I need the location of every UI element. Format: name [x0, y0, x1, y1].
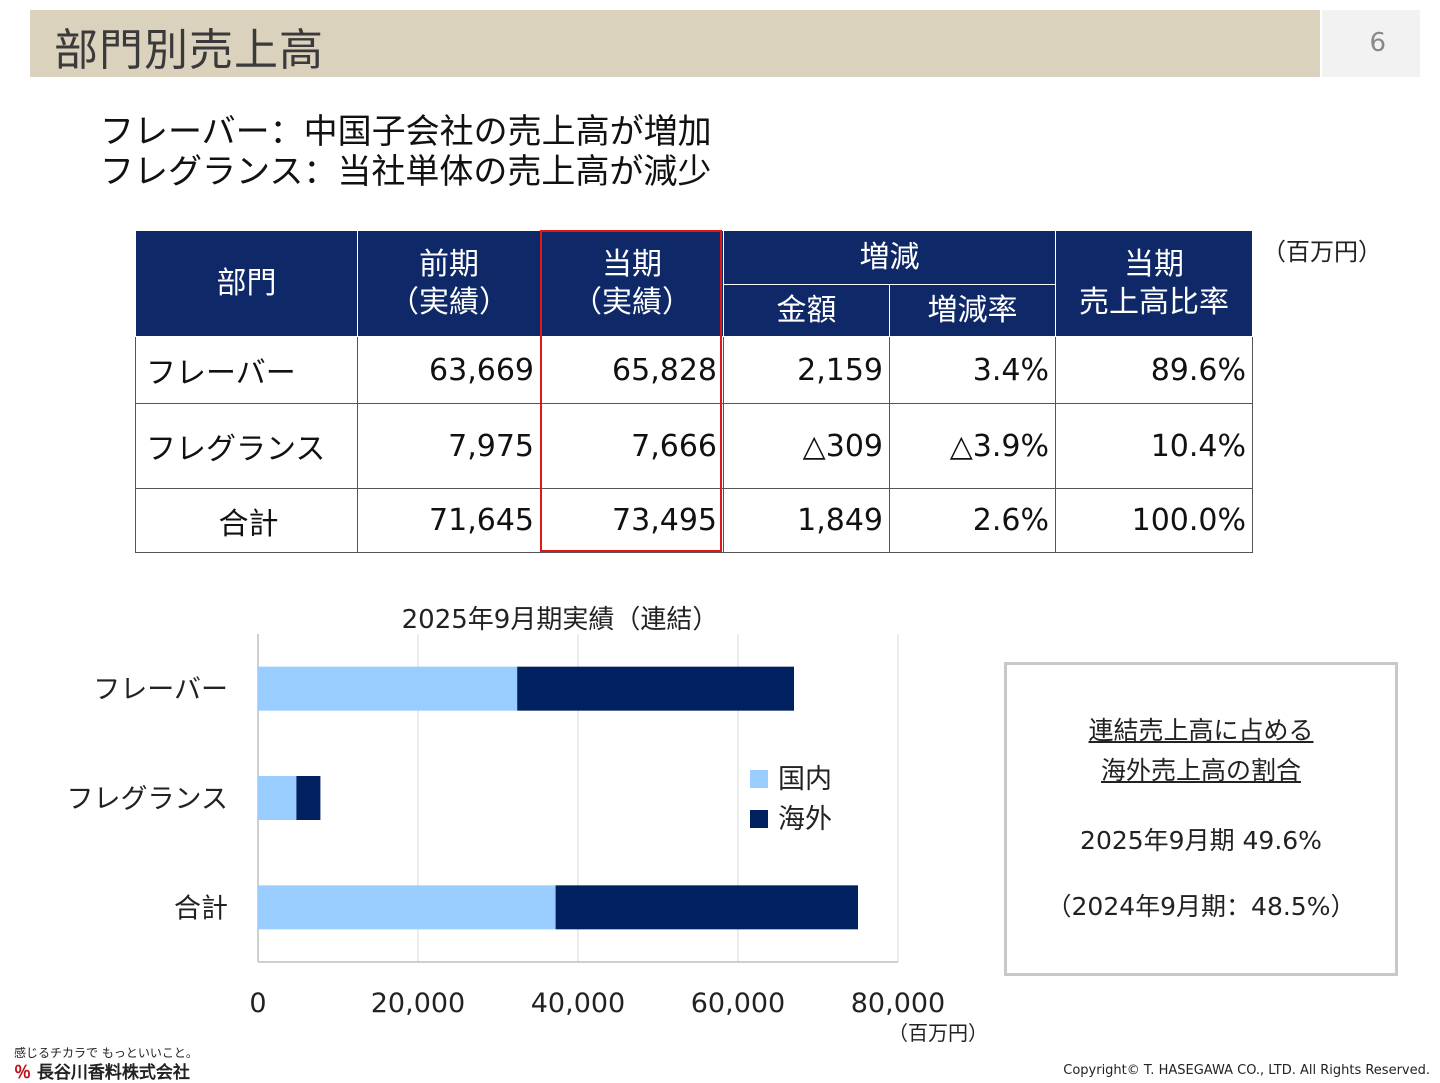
info-title-line2: 海外売上高の割合: [1100, 756, 1301, 785]
header-dept: 部門: [135, 230, 358, 337]
header-change: 増減: [723, 230, 1056, 285]
cell-dept: 合計: [135, 488, 358, 553]
legend-swatch: [750, 770, 768, 788]
cell-curr: 73,495: [540, 488, 724, 553]
cell-ratio: 100.0%: [1055, 488, 1253, 553]
cell-curr: 7,666: [540, 403, 724, 489]
headline-flavor: フレーバー：中国子会社の売上高が増加: [100, 112, 712, 152]
company-name: 長谷川香料株式会社: [36, 1063, 190, 1083]
header-curr: 当期 （実績）: [540, 230, 724, 337]
cell-prev: 71,645: [357, 488, 541, 553]
cell-amount: △309: [723, 403, 890, 489]
info-current: 2025年9月期 49.6%: [1080, 826, 1322, 855]
bar-overseas: [296, 776, 321, 820]
company-tagline: 感じるチカラで もっといいこと。: [14, 1046, 198, 1060]
table-row-total: 合計 71,645 73,495 1,849 2.6% 100.0%: [135, 488, 1253, 553]
overseas-ratio-box: 連結売上高に占める 海外売上高の割合 2025年9月期 49.6% （2024年…: [1004, 662, 1398, 976]
x-tick-label: 60,000: [691, 988, 785, 1019]
table-row-fragrance: フレグランス 7,975 7,666 △309 △3.9% 10.4%: [135, 403, 1253, 489]
info-previous: （2024年9月期：48.5%）: [1046, 892, 1356, 921]
bar-domestic: [258, 666, 518, 711]
copyright: Copyright© T. HASEGAWA CO., LTD. All Rig…: [1063, 1063, 1430, 1078]
cell-prev: 63,669: [357, 336, 541, 404]
bar-overseas: [555, 885, 858, 930]
cell-curr: 65,828: [540, 336, 724, 404]
header-amount: 金額: [723, 284, 890, 337]
page-title: 部門別売上高: [54, 25, 324, 76]
header-ratio: 当期 売上高比率: [1055, 230, 1253, 337]
info-title-line1: 連結売上高に占める: [1088, 716, 1314, 745]
x-tick-label: 20,000: [371, 988, 465, 1019]
cell-rate: 3.4%: [889, 336, 1056, 404]
legend-swatch: [750, 810, 768, 828]
cell-amount: 2,159: [723, 336, 890, 404]
cell-dept: フレーバー: [135, 336, 358, 404]
legend-label: 海外: [778, 804, 832, 835]
title-bar: 部門別売上高: [30, 10, 1320, 77]
header-curr-line2: （実績）: [572, 284, 692, 320]
header-curr-line1: 当期: [602, 247, 662, 282]
header-rate: 増減率: [889, 284, 1056, 337]
header-prev-line1: 前期: [419, 247, 479, 282]
cell-dept: フレグランス: [135, 403, 358, 489]
headline-fragrance: フレグランス：当社単体の売上高が減少: [100, 152, 712, 192]
cell-rate: △3.9%: [889, 403, 1056, 489]
chart-title: 2025年9月期実績（連結）: [402, 605, 719, 635]
legend-label: 国内: [778, 764, 832, 795]
header-prev: 前期 （実績）: [357, 230, 541, 337]
chart-unit: （百万円）: [888, 1021, 988, 1045]
table-unit: （百万円）: [1262, 238, 1382, 266]
page-number-box: 6: [1322, 10, 1420, 77]
page-number: 6: [1369, 28, 1386, 58]
header-prev-line2: （実績）: [389, 284, 509, 320]
cell-ratio: 89.6%: [1055, 336, 1253, 404]
bar-domestic: [258, 776, 297, 820]
header-ratio-line1: 当期: [1124, 247, 1184, 282]
x-tick-label: 0: [249, 988, 266, 1019]
header-ratio-line2: 売上高比率: [1079, 284, 1229, 320]
y-category-label: フレグランス: [67, 784, 228, 815]
cell-rate: 2.6%: [889, 488, 1056, 553]
company-logo: ％ 長谷川香料株式会社: [14, 1058, 190, 1083]
cell-prev: 7,975: [357, 403, 541, 489]
cell-ratio: 10.4%: [1055, 403, 1253, 489]
sales-table: 部門 前期 （実績） 当期 （実績） 増減 当期 売上高比率 金額 増減率 フレ…: [135, 230, 1253, 553]
x-tick-label: 80,000: [851, 988, 945, 1019]
table-row-flavor: フレーバー 63,669 65,828 2,159 3.4% 89.6%: [135, 336, 1253, 404]
y-category-label: フレーバー: [93, 675, 228, 706]
cell-amount: 1,849: [723, 488, 890, 553]
logo-mark-icon: ％: [14, 1063, 31, 1083]
sales-bar-chart: 2025年9月期実績（連結） 0 20,000 40,000 60,000 80,000（…: [67, 605, 988, 1045]
bar-overseas: [517, 666, 794, 711]
y-category-label: 合計: [174, 893, 228, 924]
x-tick-label: 40,000: [531, 988, 625, 1019]
bar-domestic: [258, 885, 556, 930]
